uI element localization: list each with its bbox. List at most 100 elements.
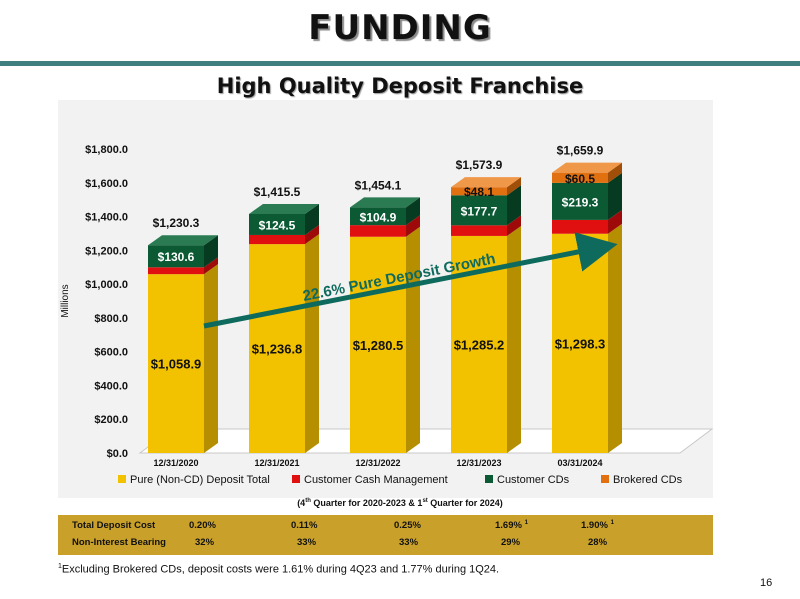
bar-side: [305, 203, 319, 235]
page-title: FUNDING: [308, 8, 492, 48]
y-axis-title: Millions: [60, 284, 71, 317]
data-label: $48.1: [464, 185, 494, 199]
data-label: $1,058.9: [151, 357, 202, 372]
bar-segment: [350, 236, 406, 453]
table-cell: 28%: [588, 537, 608, 548]
y-tick-label: $1,400.0: [85, 212, 128, 224]
table-cell: 0.20%: [189, 520, 216, 531]
y-tick-label: $1,600.0: [85, 178, 128, 190]
bar-side: [507, 185, 521, 226]
table-row: Total Deposit Cost 0.20% 0.11% 0.25% 1.6…: [58, 520, 713, 534]
total-label: $1,230.3: [153, 216, 200, 230]
y-tick-label: $0.0: [107, 448, 128, 460]
legend-swatch: [118, 475, 126, 483]
y-tick-label: $1,200.0: [85, 245, 128, 257]
bar-segment: [249, 244, 305, 453]
total-label: $1,454.1: [355, 178, 402, 192]
title-divider: [0, 61, 800, 66]
table-cell: 0.11%: [291, 520, 318, 531]
legend-swatch: [485, 475, 493, 483]
bar-side: [204, 264, 218, 453]
bar-segment: [148, 267, 204, 275]
table-cell: 33%: [399, 537, 419, 548]
y-tick-label: $600.0: [94, 347, 128, 359]
bar-segment: [552, 182, 608, 220]
total-label: $1,659.9: [557, 144, 604, 158]
table-cell: 33%: [297, 537, 317, 548]
bar-side: [507, 215, 521, 236]
bar-side: [507, 177, 521, 196]
bar-top: [148, 235, 218, 246]
y-tick-label: $400.0: [94, 380, 128, 392]
x-tick-label: 12/31/2021: [254, 458, 299, 468]
table-cell: 29%: [501, 537, 521, 548]
quarter-note: (4th Quarter for 2020-2023 & 1st Quarter…: [297, 498, 503, 508]
bar-segment: [249, 234, 305, 245]
bar-side: [305, 234, 319, 453]
page-subtitle: High Quality Deposit Franchise: [216, 74, 584, 98]
total-label: $1,573.9: [456, 158, 503, 172]
data-label: $177.7: [461, 204, 498, 218]
data-label: $1,280.5: [353, 338, 404, 353]
bar-side: [204, 257, 218, 275]
bar-top: [249, 203, 319, 214]
bar-side: [608, 162, 622, 183]
y-tick-label: $1,800.0: [85, 144, 128, 156]
bar-side: [305, 224, 319, 245]
table-row: Non-Interest Bearing 32% 33% 33% 29% 28%: [58, 537, 713, 551]
legend-swatch: [601, 475, 609, 483]
legend-swatch: [292, 475, 300, 483]
bar-segment: [148, 274, 204, 453]
y-tick-label: $1,000.0: [85, 279, 128, 291]
data-label: $124.5: [259, 218, 296, 232]
table-cell: 32%: [195, 537, 215, 548]
bar-top: [451, 177, 521, 188]
data-label: $130.6: [158, 250, 195, 264]
table-cell: 1.90% 1: [581, 520, 614, 532]
deposit-cost-table: Total Deposit Cost 0.20% 0.11% 0.25% 1.6…: [58, 515, 713, 555]
total-label: $1,415.5: [254, 185, 301, 199]
data-label: $60.5: [565, 172, 595, 186]
footnote: 1Excluding Brokered CDs, deposit costs w…: [58, 563, 500, 576]
bar-side: [507, 225, 521, 453]
legend-label: Pure (Non-CD) Deposit Total: [130, 474, 270, 486]
data-label: $1,236.8: [252, 342, 303, 357]
legend-label: Brokered CDs: [613, 474, 683, 486]
legend-label: Customer CDs: [497, 474, 570, 486]
data-label: $104.9: [360, 210, 397, 224]
y-tick-label: $200.0: [94, 414, 128, 426]
table-cell: 1.69% 1: [495, 520, 528, 532]
data-label: $1,285.2: [454, 337, 505, 352]
bar-segment: [451, 225, 507, 236]
bar-side: [608, 223, 622, 453]
x-tick-label: 03/31/2024: [557, 458, 602, 468]
growth-arrow: [203, 232, 618, 329]
x-tick-label: 12/31/2022: [355, 458, 400, 468]
bar-segment: [249, 213, 305, 235]
bar-side: [204, 235, 218, 268]
bar-top: [552, 162, 622, 173]
row-label: Total Deposit Cost: [72, 520, 156, 531]
legend-label: Customer Cash Management: [304, 474, 448, 486]
bar-side: [406, 197, 420, 226]
data-label: $1,298.3: [555, 336, 606, 351]
bar-segment: [552, 172, 608, 183]
data-label: $219.3: [562, 195, 599, 209]
x-tick-label: 12/31/2023: [456, 458, 501, 468]
bar-segment: [350, 207, 406, 226]
deposit-chart: $0.0 $200.0 $400.0 $600.0 $800.0 $1,000.0 $1,2…: [58, 100, 713, 498]
bar-segment: [350, 225, 406, 237]
y-tick-label: $800.0: [94, 313, 128, 325]
plot-floor: [138, 428, 713, 454]
row-label: Non-Interest Bearing: [72, 537, 166, 548]
bar-segment: [451, 187, 507, 196]
bar-side: [608, 172, 622, 220]
bar-side: [406, 226, 420, 453]
bar-top: [350, 197, 420, 208]
page-number: 16: [760, 577, 773, 589]
bar-segment: [451, 195, 507, 226]
table-cell: 0.25%: [394, 520, 421, 531]
bar-side: [406, 215, 420, 237]
bar-segment: [148, 245, 204, 268]
bar-segment: [552, 219, 608, 234]
